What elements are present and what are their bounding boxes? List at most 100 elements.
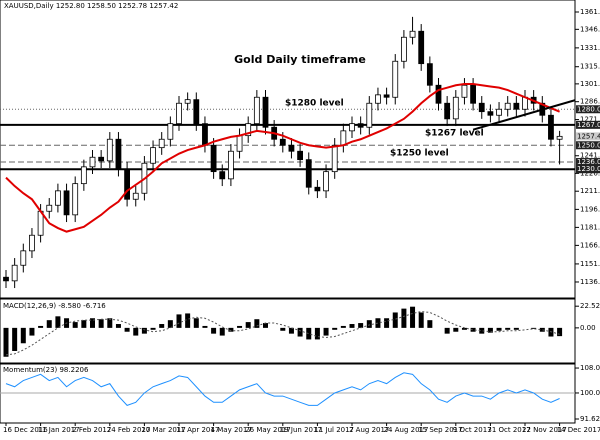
candle-body bbox=[400, 36, 407, 62]
price-box bbox=[576, 141, 600, 150]
annotation: $1280 level bbox=[285, 99, 344, 109]
macd-bar bbox=[72, 322, 78, 328]
x-tick-label: 24 Feb 2017 bbox=[107, 426, 151, 434]
candle-body bbox=[55, 190, 61, 206]
macd-bar bbox=[444, 327, 450, 334]
candle-body bbox=[227, 150, 234, 180]
candle-body bbox=[29, 234, 35, 252]
candle-body bbox=[496, 108, 502, 116]
annotation: $1250 level bbox=[390, 149, 449, 159]
y-tick-label: 1136.05 bbox=[580, 278, 600, 286]
macd-bar bbox=[81, 320, 87, 328]
annotation: $1267 level bbox=[425, 129, 484, 139]
x-tick-label: 2 Feb 2017 bbox=[72, 426, 111, 434]
price-label: 1230.00 bbox=[577, 165, 600, 173]
candle-body bbox=[89, 156, 96, 168]
price-label: 1250.00 bbox=[577, 141, 600, 149]
candle-body bbox=[426, 63, 433, 86]
x-tick-label: 22 Nov 2017 bbox=[522, 426, 567, 434]
candle-body bbox=[219, 171, 226, 180]
x-tick-label: 16 Dec 2016 bbox=[3, 426, 48, 434]
candle-body bbox=[478, 102, 485, 113]
moving-average bbox=[5, 83, 560, 233]
y-tick-label: 91.62 bbox=[580, 415, 600, 423]
macd-bar bbox=[20, 327, 26, 344]
y-tick-label: 108.03 bbox=[580, 364, 600, 372]
candle-body bbox=[193, 99, 200, 125]
candle-body bbox=[366, 102, 373, 128]
macd-signal bbox=[5, 311, 560, 356]
y-tick-label: 100.00 bbox=[580, 389, 600, 397]
y-tick-label: 1166.55 bbox=[580, 241, 600, 249]
price-label: 1257.42 bbox=[577, 132, 600, 140]
candle-body bbox=[548, 114, 554, 140]
macd-bar bbox=[90, 318, 95, 328]
candle-body bbox=[72, 183, 79, 216]
macd-bar bbox=[115, 324, 121, 328]
candle-body bbox=[314, 186, 321, 192]
candle-body bbox=[245, 123, 252, 137]
macd-bar bbox=[479, 327, 485, 334]
macd-bar bbox=[55, 316, 61, 328]
macd-bar bbox=[211, 327, 217, 334]
x-tick-label: 20 Mar 2017 bbox=[141, 426, 185, 434]
price-label: 1267.00 bbox=[577, 121, 600, 129]
x-tick-label: 14 Dec 2017 bbox=[557, 426, 600, 434]
x-tick-label: 24 Aug 2017 bbox=[384, 426, 429, 434]
macd-bar bbox=[410, 306, 416, 328]
macd-bar bbox=[314, 327, 320, 340]
candle-body bbox=[3, 276, 9, 282]
candle-body bbox=[46, 204, 53, 212]
price-box bbox=[576, 165, 600, 174]
candle-body bbox=[340, 130, 347, 146]
candle-body bbox=[375, 94, 381, 104]
macd-bar bbox=[29, 327, 35, 336]
candle-body bbox=[80, 166, 87, 185]
candle-body bbox=[331, 144, 338, 173]
candle-body bbox=[487, 111, 494, 116]
y-tick-label: 1286.30 bbox=[580, 98, 600, 106]
candle-body bbox=[279, 138, 286, 146]
momentum-line bbox=[5, 372, 560, 406]
candle-body bbox=[11, 264, 18, 282]
candle-body bbox=[357, 123, 364, 128]
macd-bar bbox=[228, 327, 234, 332]
macd-bar bbox=[3, 327, 9, 357]
y-tick-label: 1226.55 bbox=[580, 169, 600, 177]
candle-body bbox=[513, 102, 520, 110]
macd-bar bbox=[557, 327, 563, 337]
candle-body bbox=[167, 123, 174, 140]
candle-body bbox=[262, 96, 269, 128]
macd-bar bbox=[237, 325, 243, 328]
plot bbox=[0, 16, 575, 289]
macd-bar bbox=[427, 320, 433, 328]
x-tick-label: 11 Jan 2017 bbox=[38, 426, 80, 434]
macd-bar bbox=[505, 327, 511, 330]
candle-body bbox=[176, 102, 182, 125]
macd-bar bbox=[254, 319, 260, 328]
y-tick-label: 1301.15 bbox=[580, 80, 600, 88]
candle-body bbox=[470, 84, 477, 104]
macd-bar bbox=[470, 327, 476, 332]
price-box bbox=[576, 105, 600, 114]
x-tick-label: 4 May 2017 bbox=[211, 426, 252, 434]
x-tick-label: 2 Aug 2017 bbox=[349, 426, 389, 434]
candle-body bbox=[236, 135, 243, 152]
candle-body bbox=[253, 96, 260, 125]
candle-body bbox=[150, 147, 156, 164]
macd-bar bbox=[349, 324, 355, 328]
price-box bbox=[576, 158, 600, 167]
price-box bbox=[576, 120, 600, 129]
candle-body bbox=[383, 94, 390, 98]
candle-body bbox=[435, 84, 442, 104]
macd-bar bbox=[496, 327, 502, 331]
candle-body bbox=[158, 138, 165, 149]
macd-bar bbox=[124, 327, 130, 332]
trendline bbox=[472, 99, 575, 131]
candle-body bbox=[106, 138, 113, 162]
macd-bar bbox=[513, 327, 519, 330]
macd-bar bbox=[263, 323, 268, 328]
candle-body bbox=[288, 144, 295, 152]
price-label: 1236.00 bbox=[577, 158, 600, 166]
